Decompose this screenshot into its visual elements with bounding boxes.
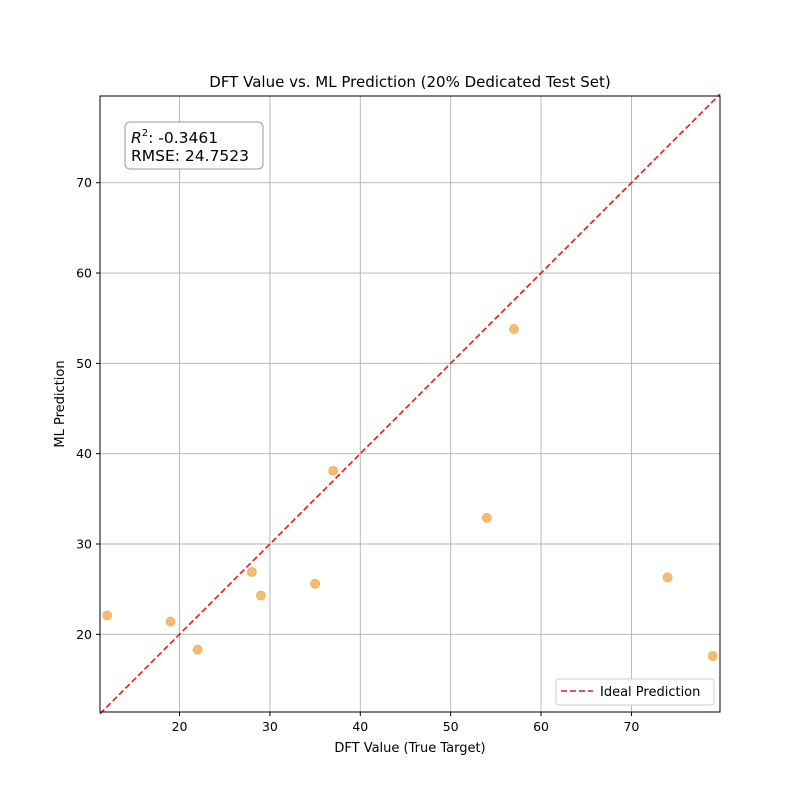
y-axis-label: ML Prediction [53, 360, 68, 447]
legend: Ideal Prediction [555, 678, 715, 706]
scatter-point [192, 644, 203, 655]
scatter-point [255, 590, 266, 601]
r2-value: : -0.3461 [148, 129, 218, 147]
y-tick-label: 30 [76, 537, 92, 552]
scatter-point [707, 651, 718, 661]
r2-text: R2: -0.3461 [131, 128, 218, 147]
legend-ideal-label: Ideal Prediction [600, 685, 700, 700]
x-tick-label: 60 [533, 719, 549, 734]
grid-lines [100, 96, 720, 712]
scatter-point [310, 578, 321, 589]
x-tick-label: 20 [172, 719, 188, 734]
r2-superscript: 2 [142, 128, 148, 139]
y-tick-label: 70 [76, 175, 92, 190]
x-tick-label: 70 [623, 719, 639, 734]
y-tick-label: 40 [76, 446, 92, 461]
stats-box-frame [124, 121, 264, 170]
stats-annotation: R2: -0.3461 RMSE: 24.7523 [124, 121, 264, 170]
rmse-text: RMSE: 24.7523 [131, 147, 249, 165]
scatter-point [165, 616, 176, 627]
y-tick-label: 60 [76, 266, 92, 281]
r2-symbol: R [131, 129, 142, 147]
scatter-point [246, 567, 257, 577]
scatter-point [481, 512, 492, 523]
y-tick-label: 50 [76, 356, 92, 371]
x-axis-label: DFT Value (True Target) [334, 741, 485, 756]
scatter-point [662, 572, 673, 583]
scatter-point [328, 465, 339, 476]
scatter-point [509, 324, 519, 334]
ideal-line-group [99, 93, 721, 715]
y-tick-label: 20 [76, 627, 92, 642]
x-tick-label: 50 [443, 719, 459, 734]
scatter-point [102, 610, 113, 621]
x-tick-label: 30 [262, 719, 278, 734]
chart-title: DFT Value vs. ML Prediction (20% Dedicat… [209, 73, 610, 91]
x-tick-label: 40 [352, 719, 368, 734]
legend-frame [555, 678, 715, 706]
ideal-prediction-line [99, 93, 721, 715]
axis-ticks: 20 30 40 50 60 70 20 30 40 50 60 70 [76, 175, 639, 734]
data-points [102, 324, 718, 661]
plot-frame [99, 95, 721, 713]
